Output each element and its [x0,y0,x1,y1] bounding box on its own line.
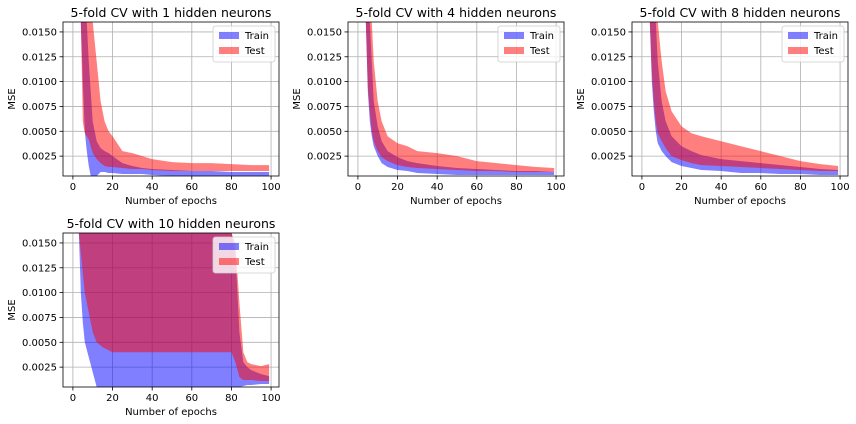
y-tick-label: 0.0150 [22,27,57,38]
chart-panel-1: 0 20 40 60 80 100 0.0025 0.0050 0.0075 0.0100 0.01… [7,5,281,207]
legend: Train Test [781,25,845,63]
legend-swatch-test [219,47,239,54]
legend-swatch-train [219,32,239,39]
x-tick-label: 80 [794,182,807,193]
area-train [365,22,555,176]
y-tick-label: 0.0125 [591,52,626,63]
y-tick-label: 0.0125 [307,52,342,63]
x-axis-label: Number of epochs [125,407,217,418]
chart-title: 5-fold CV with 1 hidden neurons [71,5,272,20]
y-tick-label: 0.0150 [307,27,342,38]
legend: Train Test [497,25,561,63]
x-tick-label: 40 [146,393,159,404]
x-tick-label: 80 [510,182,523,193]
legend-label-train: Train [529,31,554,42]
legend-label-test: Test [244,257,265,268]
y-tick-label: 0.0150 [591,27,626,38]
legend-swatch-train [219,243,239,250]
x-tick-label: 100 [262,182,281,193]
x-tick-label: 20 [106,182,119,193]
y-tick-label: 0.0100 [22,77,57,88]
chart-panel-3: 0 20 40 60 80 100 0.0025 0.0050 0.0075 0.0100 0.01… [576,5,850,207]
legend-label-test: Test [529,46,550,57]
x-tick-label: 60 [470,182,483,193]
legend-swatch-test [788,47,808,54]
axes-frame [62,232,280,388]
chart-panel-4: 0 20 40 60 80 100 0.0025 0.0050 0.0075 0.0100 0.01… [7,216,281,418]
area-test [365,22,555,173]
legend-label-train: Train [244,242,269,253]
x-tick-label: 0 [70,182,76,193]
chart-title: 5-fold CV with 4 hidden neurons [356,5,557,20]
legend-swatch-test [504,47,524,54]
x-tick-label: 60 [754,182,767,193]
y-tick-label: 0.0025 [22,152,57,163]
x-tick-label: 100 [831,182,850,193]
y-axis-label: MSE [576,88,587,109]
y-axis-label: MSE [292,88,303,109]
x-tick-label: 40 [431,182,444,193]
legend-label-test: Test [813,46,834,57]
chart-title: 5-fold CV with 10 hidden neurons [67,216,276,231]
x-tick-label: 80 [225,393,238,404]
axes-frame [347,21,565,177]
y-tick-label: 0.0050 [591,127,626,138]
y-tick-label: 0.0100 [591,77,626,88]
legend-label-train: Train [244,31,269,42]
y-tick-label: 0.0075 [591,102,626,113]
legend-label-test: Test [244,46,265,57]
x-tick-label: 40 [146,182,159,193]
x-axis-label: Number of epochs [694,196,786,207]
legend-swatch-test [219,258,239,265]
y-tick-label: 0.0075 [22,102,57,113]
x-tick-label: 0 [70,393,76,404]
y-tick-label: 0.0150 [22,238,57,249]
x-tick-label: 100 [547,182,566,193]
x-tick-label: 60 [185,393,198,404]
y-tick-label: 0.0050 [22,127,57,138]
axes-frame [631,21,849,177]
y-tick-label: 0.0125 [22,263,57,274]
y-tick-label: 0.0075 [22,313,57,324]
y-tick-label: 0.0100 [22,288,57,299]
x-tick-label: 20 [106,393,119,404]
x-tick-label: 20 [391,182,404,193]
x-axis-label: Number of epochs [410,196,502,207]
y-tick-label: 0.0050 [22,338,57,349]
y-tick-label: 0.0025 [591,152,626,163]
axes-frame [62,21,280,177]
legend-swatch-train [504,32,524,39]
x-tick-label: 60 [185,182,198,193]
y-tick-label: 0.0025 [22,363,57,374]
legend: Train Test [212,25,276,63]
y-tick-label: 0.0025 [307,152,342,163]
area-test [80,22,270,172]
chart-panel-2: 0 20 40 60 80 100 0.0025 0.0050 0.0075 0.0100 0.01… [292,5,566,207]
legend: Train Test [212,236,276,274]
y-tick-label: 0.0125 [22,52,57,63]
y-tick-label: 0.0075 [307,102,342,113]
legend-label-train: Train [813,31,838,42]
x-tick-label: 20 [675,182,688,193]
x-axis-label: Number of epochs [125,196,217,207]
y-tick-label: 0.0050 [307,127,342,138]
y-tick-label: 0.0100 [307,77,342,88]
y-axis-label: MSE [7,88,18,109]
chart-title: 5-fold CV with 8 hidden neurons [640,5,841,20]
x-tick-label: 0 [355,182,361,193]
x-tick-label: 40 [715,182,728,193]
y-axis-label: MSE [7,299,18,320]
x-tick-label: 0 [639,182,645,193]
x-tick-label: 80 [225,182,238,193]
legend-swatch-train [788,32,808,39]
x-tick-label: 100 [262,393,281,404]
